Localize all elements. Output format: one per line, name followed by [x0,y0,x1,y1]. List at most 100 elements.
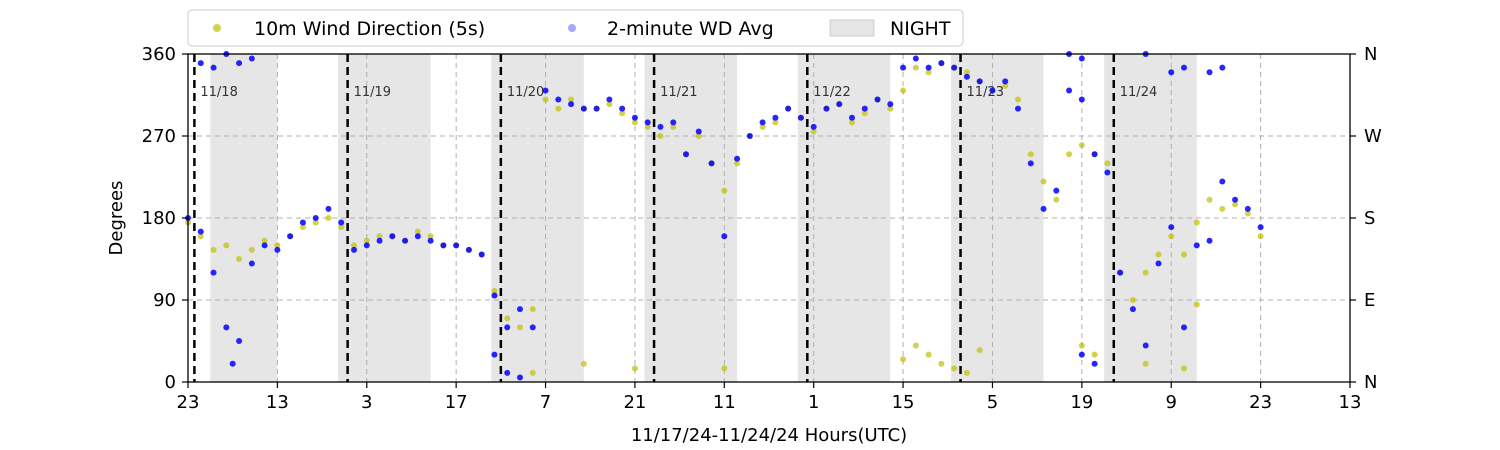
wind-direction-point [1142,269,1149,276]
wind-direction-point [721,365,728,372]
y-tick-label: 180 [142,208,176,229]
legend-marker-night [829,19,875,37]
legend-label-wd-avg: 2-minute WD Avg [607,18,774,40]
wd-avg-point [772,114,779,121]
wd-avg-point [491,351,498,358]
wd-avg-point [248,260,255,267]
wind-direction-point [912,342,919,349]
wind-direction-point [619,110,626,117]
y-tick-label: 270 [142,126,176,147]
wd-avg-point [874,96,881,103]
legend: 10m Wind Direction (5s) 2-minute WD Avg … [187,9,964,47]
wd-avg-point [517,306,523,313]
wind-direction-point [542,96,549,103]
wd-avg-point [1066,87,1073,94]
wind-direction-point [1078,142,1085,149]
wd-avg-point [925,64,932,71]
wind-direction-point [376,233,383,240]
wd-avg-point [1193,242,1200,249]
wd-avg-point [478,251,485,258]
x-tick-label: 11 [713,392,736,413]
wd-avg-point [580,105,587,112]
wd-avg-point [695,128,702,135]
wd-avg-point [631,114,638,121]
wd-avg-point [312,215,319,221]
wd-avg-point [1091,360,1098,367]
wind-direction-point [810,128,817,135]
wind-direction-point [1091,351,1098,358]
legend-marker-wind-direction [213,24,221,32]
wind-direction-point [849,119,855,126]
wd-avg-point [1206,69,1213,76]
wd-avg-point [236,338,243,344]
day-label: 11/20 [507,85,544,100]
wd-avg-point [1206,237,1213,244]
wind-direction-point [861,110,868,117]
wind-direction-point [900,87,907,94]
wind-direction-point [657,133,664,139]
wind-direction-point [1193,301,1200,308]
wind-direction-point [1040,178,1047,185]
wd-avg-point [453,242,460,249]
y-tick-label: 0 [165,372,176,393]
wind-direction-point [900,356,907,363]
wd-avg-point [402,237,409,244]
wind-direction-point [721,187,728,194]
wd-avg-point [542,87,549,94]
x-tick-label: 9 [1166,392,1177,413]
wind-direction-point [427,233,434,240]
x-tick-label: 5 [987,392,998,413]
legend-box [187,9,964,47]
wind-direction-point [951,365,958,372]
x-tick-layer: 23 13 3 17 7 21 11 1 15 5 19 9 23 13 [177,382,1361,413]
wd-avg-point [517,374,523,381]
wd-avg-point [657,123,664,130]
wd-avg-point [1219,178,1226,185]
wd-avg-point [210,269,217,276]
y-right-tick-label: E [1364,290,1375,311]
wind-direction-point [1206,196,1213,203]
wind-direction-point [580,360,587,367]
x-tick-label: 23 [177,392,200,413]
wd-avg-point [440,242,447,249]
wd-avg-point [1168,69,1175,76]
series-layer [185,51,1264,381]
wind-direction-point [1181,365,1187,372]
wind-direction-point [555,105,562,112]
day-label: 11/24 [1120,85,1157,100]
wind-direction-point [517,324,523,331]
wd-avg-point [338,219,345,226]
wind-direction-point [887,105,894,112]
wd-avg-point [504,369,511,376]
wind-direction-point [1257,233,1264,240]
wind-direction-point [299,224,306,231]
wind-direction-point [568,96,575,103]
wd-avg-point [1219,64,1226,71]
x-tick-label: 1 [808,392,819,413]
wd-avg-point [299,219,306,226]
day-boundary-layer: 11/18 11/19 11/20 11/21 11/22 11/23 11/24 [193,54,1157,382]
wd-avg-point [810,123,817,130]
wd-avg-point [1104,169,1111,176]
wd-avg-point [1002,78,1009,85]
wind-direction-point [491,287,498,294]
wd-avg-point [593,105,600,112]
wind-direction-point [1142,360,1149,367]
wd-avg-point [1078,55,1085,62]
wd-avg-point [797,114,804,121]
x-tick-label: 23 [1249,392,1272,413]
wd-avg-point [734,155,741,162]
x-tick-label: 15 [892,392,915,413]
wind-direction-point [1168,233,1175,240]
wind-direction-point [1129,297,1136,303]
wd-avg-point [721,233,728,240]
wd-avg-point [274,246,281,253]
wind-direction-point [1155,251,1162,258]
wd-avg-point [248,55,255,62]
wd-avg-point [644,119,651,126]
wd-avg-point [606,96,613,103]
wd-avg-point [1091,151,1098,158]
wind-direction-point [1053,196,1060,203]
wd-avg-point [504,324,511,331]
y-tick-layer: 0 90 180 270 360 [142,44,188,393]
